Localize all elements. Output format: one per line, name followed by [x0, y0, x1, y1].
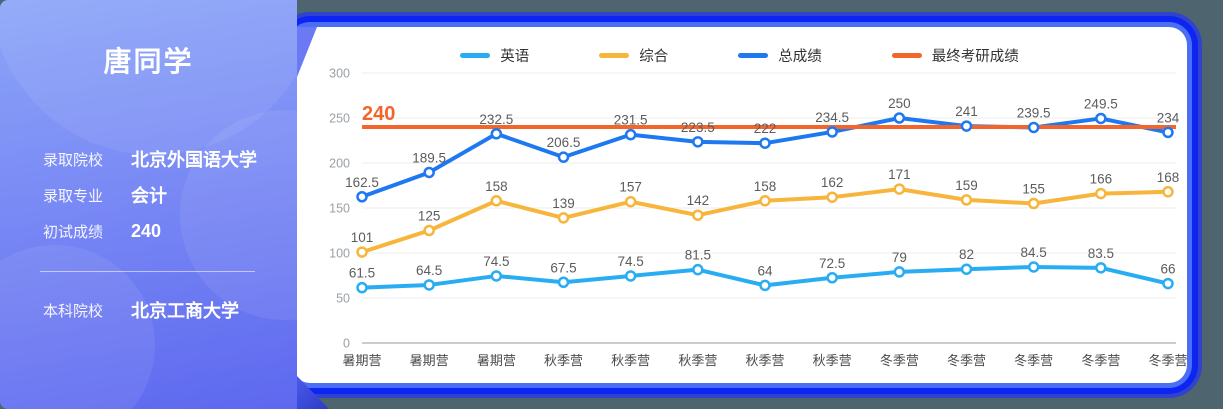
- svg-text:142: 142: [687, 193, 710, 208]
- svg-text:50: 50: [336, 292, 350, 306]
- svg-text:158: 158: [754, 179, 777, 194]
- svg-text:139: 139: [552, 196, 575, 211]
- legend-label: 总成绩: [778, 49, 822, 65]
- svg-text:241: 241: [955, 104, 978, 119]
- svg-text:162: 162: [821, 175, 844, 190]
- svg-text:74.5: 74.5: [618, 254, 644, 269]
- svg-text:冬季营: 冬季营: [1148, 353, 1187, 368]
- chart-legend: 英语 综合 总成绩 最终考研成绩: [292, 45, 1187, 66]
- svg-text:秋季营: 秋季营: [544, 353, 583, 368]
- series-total-points: 162.5 189.5 232.5 206.5 231.5 223.5 222 234.5 25…: [345, 96, 1180, 203]
- reference-line-label: 240: [362, 103, 395, 125]
- svg-text:101: 101: [351, 230, 374, 245]
- grid-and-axes: 0 50 100 150 200 250 300 暑期营 暑期营 暑期营 秋季营 秋季营 秋季营 秋季营 秋…: [329, 67, 1187, 369]
- svg-text:冬季营: 冬季营: [1014, 353, 1053, 368]
- info-label: 录取专业: [43, 187, 104, 205]
- svg-text:61.5: 61.5: [349, 266, 375, 281]
- svg-text:200: 200: [329, 157, 350, 171]
- svg-text:150: 150: [329, 202, 350, 216]
- info-value: 北京工商大学: [131, 301, 239, 321]
- legend-marker: [599, 53, 630, 58]
- svg-text:157: 157: [619, 180, 642, 195]
- legend-item-english[interactable]: 英语: [460, 45, 529, 66]
- svg-text:暑期营: 暑期营: [342, 353, 381, 368]
- svg-text:168: 168: [1157, 170, 1180, 185]
- svg-text:冬季营: 冬季营: [947, 353, 986, 368]
- svg-text:234: 234: [1157, 110, 1180, 125]
- info-row-admitted-major: 录取专业 会计: [0, 177, 297, 213]
- svg-text:秋季营: 秋季营: [678, 353, 717, 368]
- svg-text:250: 250: [329, 112, 350, 126]
- info-row-initial-score: 初试成绩 240: [0, 213, 297, 249]
- student-name-title: 唐同学: [103, 46, 194, 77]
- info-label: 本科院校: [43, 302, 104, 320]
- info-value: 会计: [131, 186, 167, 206]
- svg-text:秋季营: 秋季营: [611, 353, 650, 368]
- info-row-undergrad-school: 本科院校 北京工商大学: [0, 292, 297, 328]
- svg-text:冬季营: 冬季营: [880, 353, 919, 368]
- svg-text:冬季营: 冬季营: [1081, 353, 1120, 368]
- card-divider: [40, 271, 255, 272]
- svg-text:秋季营: 秋季营: [745, 353, 784, 368]
- svg-text:74.5: 74.5: [483, 254, 509, 269]
- info-label: 录取院校: [43, 151, 104, 169]
- svg-text:暑期营: 暑期营: [410, 353, 449, 368]
- svg-text:249.5: 249.5: [1084, 96, 1118, 111]
- svg-text:64.5: 64.5: [416, 263, 442, 278]
- svg-text:155: 155: [1022, 182, 1045, 197]
- svg-text:125: 125: [418, 209, 441, 224]
- svg-text:222: 222: [754, 121, 777, 136]
- legend-item-final[interactable]: 最终考研成绩: [891, 45, 1019, 66]
- svg-text:300: 300: [329, 67, 350, 81]
- svg-text:79: 79: [892, 250, 907, 265]
- student-info-rows: 录取院校 北京外国语大学 录取专业 会计 初试成绩 240: [0, 141, 297, 249]
- svg-text:秋季营: 秋季营: [813, 353, 852, 368]
- info-row-admitted-school: 录取院校 北京外国语大学: [0, 141, 297, 177]
- svg-text:84.5: 84.5: [1021, 245, 1047, 260]
- svg-text:166: 166: [1090, 172, 1113, 187]
- svg-text:0: 0: [343, 337, 350, 351]
- legend-item-total[interactable]: 总成绩: [738, 45, 822, 66]
- svg-text:162.5: 162.5: [345, 175, 379, 190]
- series-english-points: 61.5 64.5 74.5 67.5 74.5 81.5 64 72.5 79 82 84.5 83…: [349, 245, 1176, 294]
- series-comprehensive-points: 101 125 158 139 157 142 158 162 171 159 155 166 168: [351, 167, 1180, 258]
- svg-text:234.5: 234.5: [815, 110, 849, 125]
- svg-text:239.5: 239.5: [1017, 105, 1051, 120]
- svg-text:64: 64: [757, 263, 773, 278]
- legend-label: 英语: [500, 49, 530, 65]
- decorative-circle: [0, 245, 155, 409]
- info-label: 初试成绩: [43, 223, 104, 241]
- svg-text:232.5: 232.5: [479, 112, 513, 127]
- info-value: 北京外国语大学: [131, 150, 257, 170]
- svg-text:67.5: 67.5: [550, 260, 576, 275]
- legend-item-comprehensive[interactable]: 综合: [599, 45, 668, 66]
- svg-text:231.5: 231.5: [614, 113, 648, 128]
- svg-text:72.5: 72.5: [819, 256, 845, 271]
- svg-text:223.5: 223.5: [681, 120, 715, 135]
- svg-text:250: 250: [888, 96, 911, 111]
- svg-text:83.5: 83.5: [1088, 246, 1114, 261]
- svg-text:189.5: 189.5: [412, 150, 446, 165]
- legend-label: 最终考研成绩: [931, 49, 1019, 65]
- score-line-chart: 0 50 100 150 200 250 300 暑期营 暑期营 暑期营 秋季营 秋季营 秋季营 秋季营 秋…: [329, 67, 1187, 369]
- svg-text:171: 171: [888, 167, 911, 182]
- svg-text:159: 159: [955, 178, 978, 193]
- svg-text:158: 158: [485, 179, 508, 194]
- legend-marker: [891, 53, 922, 58]
- svg-text:206.5: 206.5: [547, 135, 581, 150]
- student-info-card: 唐同学 录取院校 北京外国语大学 录取专业 会计 初试成绩 240 本科院校 北…: [0, 0, 297, 409]
- svg-text:66: 66: [1160, 262, 1175, 277]
- legend-label: 综合: [639, 49, 669, 65]
- chart-panel: 英语 综合 总成绩 最终考研成绩 0 50 100 150 200 250 300 暑期营 暑期营 暑期…: [292, 27, 1187, 383]
- svg-text:100: 100: [329, 247, 350, 261]
- svg-text:暑期营: 暑期营: [477, 353, 516, 368]
- svg-text:82: 82: [959, 247, 974, 262]
- legend-marker: [460, 53, 491, 58]
- info-value: 240: [131, 220, 162, 241]
- svg-text:81.5: 81.5: [685, 248, 711, 263]
- legend-marker: [738, 53, 769, 58]
